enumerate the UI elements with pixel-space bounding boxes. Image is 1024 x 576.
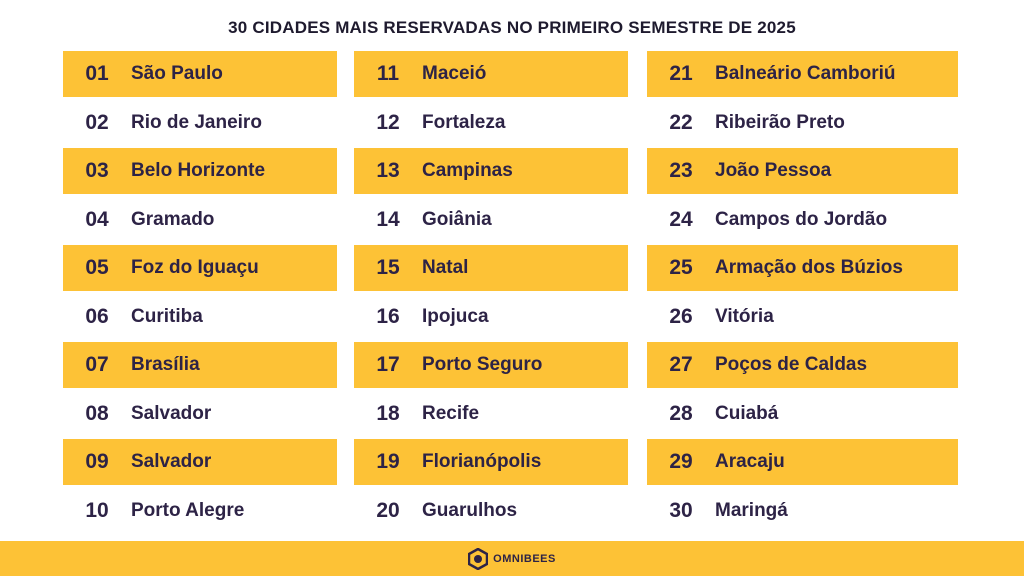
rank-number: 24 (669, 207, 693, 231)
city-name: Porto Seguro (422, 354, 543, 375)
city-name: Balneário Camboriú (715, 63, 896, 84)
city-name: Goiânia (422, 208, 492, 230)
city-name: Cuiabá (715, 402, 779, 424)
ranking-row: 15 Natal (354, 245, 628, 291)
city-name: Ribeirão Preto (715, 111, 845, 133)
hexagon-logo-icon (468, 547, 489, 570)
ranking-row: 10 Porto Alegre (63, 488, 337, 534)
rank-number: 19 (376, 450, 400, 473)
rank-number: 06 (85, 304, 109, 328)
rank-number: 20 (376, 498, 400, 522)
rank-number: 16 (376, 304, 400, 328)
city-name: Armação dos Búzios (715, 257, 903, 278)
rank-number: 22 (669, 110, 693, 134)
rank-number: 05 (85, 256, 109, 279)
rank-number: 01 (85, 62, 109, 85)
city-name: Belo Horizonte (131, 160, 266, 181)
ranking-column: 11 Maceió 12 Fortaleza 13 Campinas 14 Goiânia 15… (354, 51, 628, 536)
city-name: Natal (422, 257, 469, 278)
city-name: Porto Alegre (131, 499, 245, 521)
city-name: Ipojuca (422, 305, 489, 327)
ranking-row: 21 Balneário Camboriú (647, 51, 958, 97)
city-name: Salvador (131, 451, 212, 472)
city-name: Campos do Jordão (715, 208, 888, 230)
ranking-row: 04 Gramado (63, 197, 337, 243)
rank-number: 21 (669, 62, 693, 85)
ranking-row: 18 Recife (354, 391, 628, 437)
rank-number: 09 (85, 450, 109, 473)
ranking-row: 29 Aracaju (647, 439, 958, 485)
city-name: Aracaju (715, 451, 785, 472)
rank-number: 28 (669, 401, 693, 425)
rank-number: 29 (669, 450, 693, 473)
city-name: Vitória (715, 305, 774, 327)
city-name: São Paulo (131, 63, 223, 84)
rank-number: 08 (85, 401, 109, 425)
rank-number: 07 (85, 353, 109, 376)
rank-number: 12 (376, 110, 400, 134)
city-name: Maringá (715, 499, 788, 521)
rank-number: 02 (85, 110, 109, 134)
ranking-row: 22 Ribeirão Preto (647, 100, 958, 146)
ranking-row: 24 Campos do Jordão (647, 197, 958, 243)
ranking-row: 13 Campinas (354, 148, 628, 194)
city-name: Florianópolis (422, 451, 542, 472)
rank-number: 15 (376, 256, 400, 279)
city-name: Foz do Iguaçu (131, 257, 259, 278)
rank-number: 23 (669, 159, 693, 182)
ranking-row: 16 Ipojuca (354, 294, 628, 340)
ranking-row: 26 Vitória (647, 294, 958, 340)
ranking-row: 09 Salvador (63, 439, 337, 485)
rank-number: 17 (376, 353, 400, 376)
city-name: Curitiba (131, 305, 203, 327)
ranking-row: 17 Porto Seguro (354, 342, 628, 388)
city-name: Gramado (131, 208, 215, 230)
city-name: Brasília (131, 354, 200, 375)
ranking-row: 12 Fortaleza (354, 100, 628, 146)
city-name: Poços de Caldas (715, 354, 868, 375)
ranking-row: 20 Guarulhos (354, 488, 628, 534)
rank-number: 11 (376, 62, 400, 85)
rank-number: 26 (669, 304, 693, 328)
ranking-row: 30 Maringá (647, 488, 958, 534)
ranking-row: 08 Salvador (63, 391, 337, 437)
ranking-row: 19 Florianópolis (354, 439, 628, 485)
city-name: João Pessoa (715, 160, 832, 181)
city-name: Guarulhos (422, 499, 518, 521)
ranking-row: 14 Goiânia (354, 197, 628, 243)
rank-number: 27 (669, 353, 693, 376)
rank-number: 13 (376, 159, 400, 182)
city-name: Fortaleza (422, 111, 506, 133)
ranking-row: 23 João Pessoa (647, 148, 958, 194)
logo-text: OMNIBEES (493, 552, 556, 565)
footer: OMNIBEES (0, 541, 1024, 576)
ranking-row: 06 Curitiba (63, 294, 337, 340)
rank-number: 25 (669, 256, 693, 279)
ranking-row: 27 Poços de Caldas (647, 342, 958, 388)
rank-number: 03 (85, 159, 109, 182)
ranking-row: 01 São Paulo (63, 51, 337, 97)
rank-number: 14 (376, 207, 400, 231)
ranking-column: 01 São Paulo 02 Rio de Janeiro 03 Belo Horizo… (63, 51, 337, 536)
ranking-row: 02 Rio de Janeiro (63, 100, 337, 146)
ranking-row: 07 Brasília (63, 342, 337, 388)
ranking-row: 05 Foz do Iguaçu (63, 245, 337, 291)
city-name: Campinas (422, 160, 513, 181)
rank-number: 18 (376, 401, 400, 425)
city-name: Maceió (422, 63, 487, 84)
ranking-row: 03 Belo Horizonte (63, 148, 337, 194)
ranking-row: 11 Maceió (354, 51, 628, 97)
ranking-column: 21 Balneário Camboriú 22 Ribeirão Preto 23 Jo… (647, 51, 958, 536)
city-name: Recife (422, 402, 480, 424)
city-name: Rio de Janeiro (131, 111, 262, 133)
ranking-row: 28 Cuiabá (647, 391, 958, 437)
rank-number: 30 (669, 498, 693, 522)
rank-number: 04 (85, 207, 109, 231)
city-name: Salvador (131, 402, 212, 424)
page-title: 30 CIDADES MAIS RESERVADAS NO PRIMEIRO S… (228, 18, 796, 37)
ranking-row: 25 Armação dos Búzios (647, 245, 958, 291)
rank-number: 10 (85, 498, 109, 522)
